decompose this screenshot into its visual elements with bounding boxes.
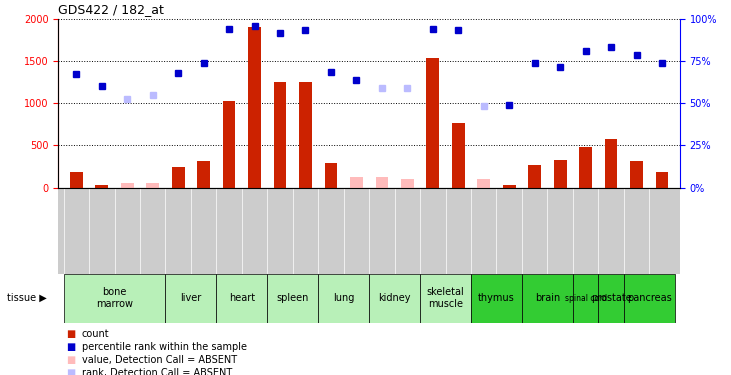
Text: skeletal
muscle: skeletal muscle — [427, 287, 464, 309]
Bar — [477, 179, 490, 188]
Text: ■: ■ — [66, 355, 75, 365]
Bar — [350, 177, 363, 188]
Bar — [165, 274, 216, 322]
Bar — [223, 102, 235, 188]
Bar — [249, 27, 261, 188]
Text: heart: heart — [229, 293, 255, 303]
Text: ■: ■ — [66, 368, 75, 375]
Bar — [325, 163, 337, 188]
Text: bone
marrow: bone marrow — [96, 287, 133, 309]
Bar — [146, 183, 159, 188]
Bar — [172, 167, 184, 188]
Bar — [420, 274, 471, 322]
Bar — [369, 274, 420, 322]
Text: lung: lung — [333, 293, 355, 303]
Text: ■: ■ — [66, 342, 75, 352]
Text: tissue ▶: tissue ▶ — [7, 293, 47, 303]
Bar — [529, 165, 541, 188]
Bar — [376, 177, 388, 188]
Bar — [273, 82, 287, 188]
Bar — [96, 185, 108, 188]
Bar — [573, 274, 599, 322]
Text: spinal cord: spinal cord — [564, 294, 607, 303]
Bar — [64, 274, 165, 322]
Text: prostate: prostate — [591, 293, 632, 303]
Bar — [554, 160, 567, 188]
Bar — [624, 274, 675, 322]
Bar — [121, 183, 134, 188]
Text: ■: ■ — [66, 329, 75, 339]
Bar — [216, 274, 268, 322]
Bar — [299, 82, 312, 188]
Text: thymus: thymus — [478, 293, 515, 303]
Bar — [426, 58, 439, 188]
Bar — [656, 172, 668, 188]
Bar — [452, 123, 465, 188]
Bar — [599, 274, 624, 322]
Text: count: count — [82, 329, 110, 339]
Bar — [471, 274, 522, 322]
Text: brain: brain — [535, 293, 560, 303]
Bar — [579, 147, 592, 188]
Bar — [605, 140, 618, 188]
Text: GDS422 / 182_at: GDS422 / 182_at — [58, 3, 164, 16]
Bar — [318, 274, 369, 322]
Bar — [401, 179, 414, 188]
Text: rank, Detection Call = ABSENT: rank, Detection Call = ABSENT — [82, 368, 232, 375]
Text: liver: liver — [181, 293, 202, 303]
Bar — [197, 161, 210, 188]
Bar — [630, 161, 643, 188]
Text: kidney: kidney — [379, 293, 411, 303]
Text: pancreas: pancreas — [627, 293, 672, 303]
Bar — [268, 274, 318, 322]
Text: value, Detection Call = ABSENT: value, Detection Call = ABSENT — [82, 355, 237, 365]
Bar — [70, 172, 83, 188]
Bar — [503, 185, 515, 188]
Bar — [522, 274, 573, 322]
Text: percentile rank within the sample: percentile rank within the sample — [82, 342, 247, 352]
Text: spleen: spleen — [276, 293, 309, 303]
